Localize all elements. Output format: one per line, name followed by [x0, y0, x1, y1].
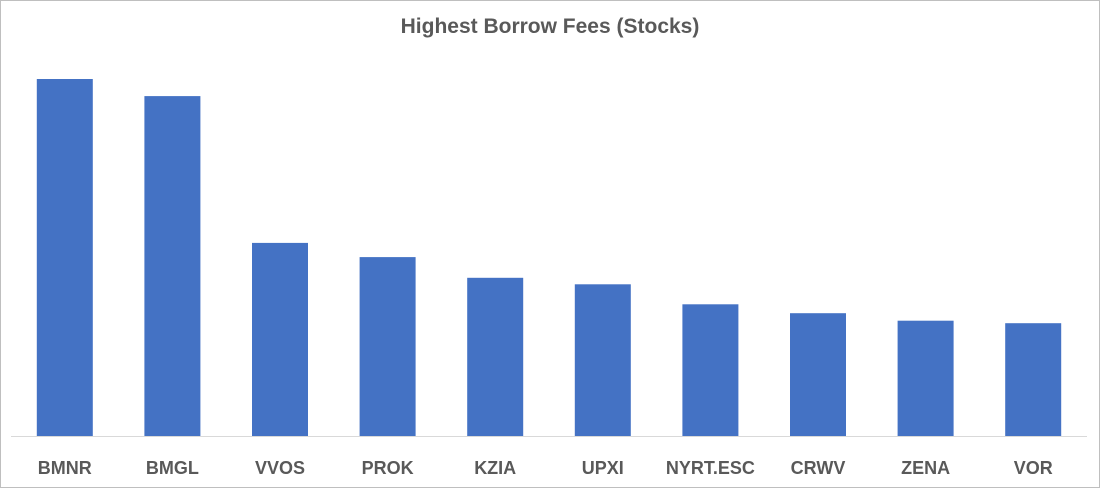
x-tick-label: UPXI — [582, 458, 624, 478]
bar-vor — [1005, 323, 1062, 436]
bar-upxi — [574, 284, 631, 436]
bar-bmnr — [36, 79, 93, 436]
bar-kzia — [467, 277, 524, 436]
bar-prok — [359, 257, 416, 436]
chart-title: Highest Borrow Fees (Stocks) — [400, 15, 700, 38]
x-tick-label: CRWV — [791, 458, 846, 478]
x-tick-label: VOR — [1014, 458, 1053, 478]
bar-zena — [897, 320, 954, 436]
x-tick-label: VVOS — [255, 458, 305, 478]
x-tick-label: BMGL — [146, 458, 199, 478]
bar-vvos — [252, 242, 308, 436]
bar-crwv — [790, 313, 846, 436]
bar-nyrt-esc — [682, 304, 739, 436]
x-tick-label: KZIA — [474, 458, 516, 478]
x-tick-label: BMNR — [38, 458, 92, 478]
x-tick-label: PROK — [362, 458, 414, 478]
bar-bmgl — [144, 96, 201, 436]
x-tick-label: ZENA — [901, 458, 950, 478]
x-tick-label: NYRT.ESC — [666, 458, 755, 478]
